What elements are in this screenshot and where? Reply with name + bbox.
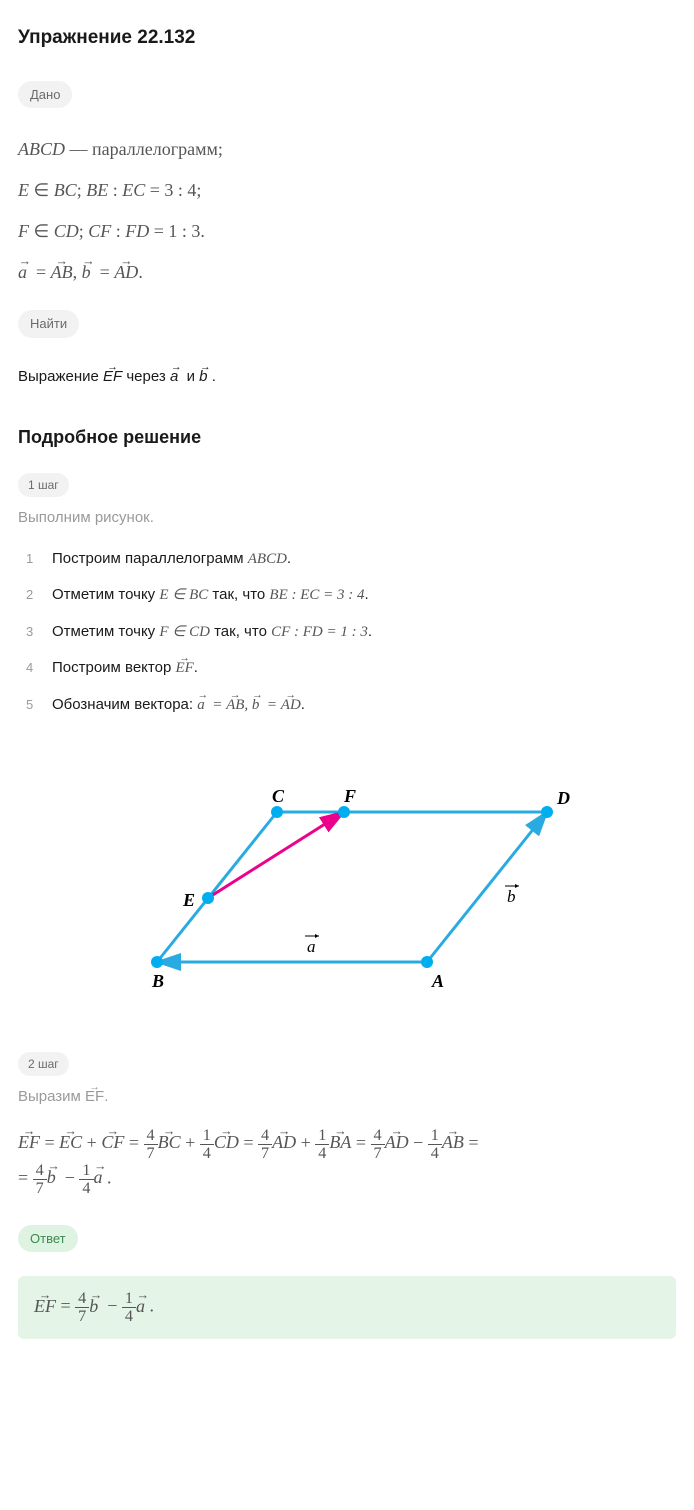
list-num: 3 bbox=[26, 622, 40, 642]
list-text: Обозначим вектора: a = AB, b = AD. bbox=[52, 694, 305, 717]
svg-text:D: D bbox=[556, 788, 570, 808]
list-text: Отметим точку F ∈ CD так, что CF : FD = … bbox=[52, 621, 372, 644]
list-item: 4 Построим вектор EF. bbox=[26, 657, 676, 680]
answer-text: EF = 47b − 14a . bbox=[34, 1290, 660, 1325]
svg-text:B: B bbox=[151, 971, 164, 991]
step-1-intro: Выполним рисунок. bbox=[18, 507, 676, 530]
answer-label: Ответ bbox=[18, 1225, 78, 1253]
given-line-1: ABCD — параллелограмм; bbox=[18, 136, 676, 163]
svg-text:a: a bbox=[307, 937, 316, 956]
svg-text:C: C bbox=[272, 786, 285, 806]
list-num: 4 bbox=[26, 658, 40, 678]
find-text: Выражение EF через a и b . bbox=[18, 366, 676, 389]
list-text: Отметим точку E ∈ BC так, что BE : EC = … bbox=[52, 584, 369, 607]
svg-text:F: F bbox=[343, 786, 356, 806]
answer-box: EF = 47b − 14a . bbox=[18, 1276, 676, 1339]
svg-text:b: b bbox=[507, 887, 516, 906]
find-label: Найти bbox=[18, 310, 79, 338]
step-1-list: 1 Построим параллелограмм ABCD. 2 Отметим … bbox=[26, 548, 676, 717]
svg-text:E: E bbox=[182, 890, 195, 910]
step-2-equation: EF = EC + CF = 47BC + 14CD = 47AD + 14BA… bbox=[18, 1127, 676, 1197]
list-item: 2 Отметим точку E ∈ BC так, что BE : EC =… bbox=[26, 584, 676, 607]
step-2-label: 2 шаг bbox=[18, 1052, 69, 1076]
list-item: 1 Построим параллелограмм ABCD. bbox=[26, 548, 676, 571]
step-2-intro: Выразим EF. bbox=[18, 1086, 676, 1109]
list-text: Построим параллелограмм ABCD. bbox=[52, 548, 291, 571]
list-num: 5 bbox=[26, 695, 40, 715]
list-item: 5 Обозначим вектора: a = AB, b = AD. bbox=[26, 694, 676, 717]
svg-text:A: A bbox=[431, 971, 444, 991]
solution-heading: Подробное решение bbox=[18, 424, 676, 451]
given-label: Дано bbox=[18, 81, 72, 109]
list-item: 3 Отметим точку F ∈ CD так, что CF : FD =… bbox=[26, 621, 676, 644]
list-text: Построим вектор EF. bbox=[52, 657, 198, 680]
list-num: 1 bbox=[26, 549, 40, 569]
given-line-2: E ∈ BC; BE : EC = 3 : 4; bbox=[18, 177, 676, 204]
step-1-label: 1 шаг bbox=[18, 473, 69, 497]
list-num: 2 bbox=[26, 585, 40, 605]
given-line-3: F ∈ CD; CF : FD = 1 : 3. bbox=[18, 218, 676, 245]
parallelogram-diagram: a b B A D C E F bbox=[18, 752, 676, 1012]
exercise-title: Упражнение 22.132 bbox=[18, 24, 676, 53]
given-line-4: a = AB, b = AD. bbox=[18, 259, 676, 286]
